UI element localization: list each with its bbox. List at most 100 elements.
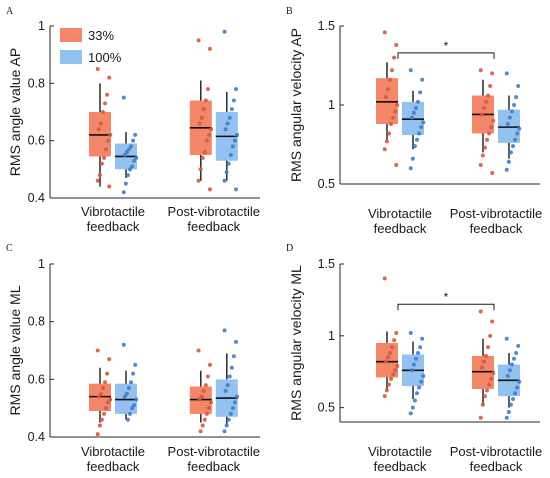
data-point: [394, 42, 399, 47]
data-point: [418, 90, 423, 95]
y-tick-label: 0.5: [318, 401, 335, 415]
category-label: feedback: [374, 459, 427, 474]
data-point: [382, 394, 387, 399]
data-point: [103, 380, 108, 385]
data-point: [208, 187, 212, 192]
data-point: [507, 115, 512, 120]
box-100: [402, 68, 426, 171]
data-point: [418, 345, 423, 350]
data-point: [225, 383, 230, 388]
data-point: [132, 158, 137, 163]
data-point: [95, 67, 100, 71]
data-point: [478, 163, 483, 168]
legend-label: 33%: [88, 28, 114, 43]
data-point: [393, 109, 398, 114]
data-point: [95, 432, 100, 437]
data-point: [229, 107, 234, 112]
data-point: [505, 374, 510, 379]
data-point: [226, 161, 231, 166]
data-point: [133, 362, 138, 367]
y-tick-label: 1: [38, 19, 45, 33]
data-point: [202, 150, 207, 155]
data-point: [487, 131, 492, 136]
data-point: [506, 159, 511, 164]
y-tick-label: 0.8: [28, 315, 45, 329]
data-point: [125, 417, 130, 422]
data-point: [235, 132, 240, 137]
y-tick-label: 0.4: [28, 191, 45, 205]
data-point: [504, 167, 509, 172]
data-point: [491, 118, 496, 123]
data-point: [420, 336, 425, 341]
data-point: [95, 348, 100, 353]
data-point: [490, 170, 495, 175]
data-point: [124, 391, 129, 396]
data-point: [197, 397, 202, 402]
data-point: [410, 156, 415, 161]
data-point: [392, 55, 397, 60]
box-33: [189, 348, 214, 434]
data-point: [417, 385, 422, 390]
box-100: [115, 342, 139, 422]
data-point: [385, 87, 390, 92]
data-point: [226, 417, 231, 422]
data-point: [504, 71, 509, 76]
data-point: [478, 309, 483, 314]
data-point: [415, 137, 419, 142]
data-point: [223, 388, 228, 393]
data-point: [395, 103, 400, 107]
data-point: [413, 106, 418, 111]
data-point: [128, 411, 132, 416]
data-point: [196, 178, 201, 183]
y-tick-label: 0.6: [28, 134, 45, 148]
y-tick-label: 0.4: [28, 430, 45, 444]
data-point: [121, 190, 126, 195]
data-point: [96, 394, 101, 399]
data-point: [222, 29, 227, 34]
data-point: [513, 391, 518, 396]
significance-label: *: [444, 39, 449, 53]
data-point: [95, 178, 100, 183]
category-label: feedback: [374, 221, 427, 236]
y-axis-label: RMS angle value ML: [7, 285, 23, 415]
data-point: [515, 385, 520, 390]
data-point: [102, 155, 106, 160]
data-point: [199, 115, 204, 120]
data-point: [126, 147, 131, 152]
panel-letter: A: [6, 6, 14, 17]
data-point: [124, 150, 129, 155]
data-point: [134, 397, 139, 402]
data-point: [384, 139, 389, 144]
data-point: [121, 95, 126, 100]
data-point: [480, 402, 485, 407]
data-point: [203, 383, 208, 388]
panel-b: B 0.5 1 1.5 RMS angular velocity AP Vibrotact…: [286, 6, 542, 236]
data-point: [128, 167, 132, 172]
data-point: [133, 132, 138, 137]
legend: 33% 100%: [60, 28, 122, 65]
y-axis-label: RMS angle value AP: [7, 48, 23, 176]
data-point: [384, 388, 389, 393]
data-point: [104, 147, 109, 152]
category-label: Post-vibrotactile: [450, 206, 542, 221]
data-point: [106, 138, 111, 143]
data-point: [506, 409, 511, 414]
data-point: [102, 411, 106, 416]
data-point: [490, 71, 495, 76]
y-tick-label: 0.5: [318, 177, 335, 191]
data-point: [96, 127, 101, 132]
data-point: [383, 359, 388, 364]
data-point: [227, 115, 232, 120]
data-point: [98, 391, 103, 396]
data-point: [205, 374, 210, 379]
data-point: [129, 144, 134, 149]
box-100: [402, 330, 426, 416]
data-point: [383, 95, 388, 100]
data-point: [106, 400, 111, 405]
data-point: [224, 423, 229, 428]
data-point: [389, 121, 393, 126]
data-point: [516, 84, 521, 89]
data-point: [408, 330, 413, 335]
box-33: [472, 309, 496, 420]
